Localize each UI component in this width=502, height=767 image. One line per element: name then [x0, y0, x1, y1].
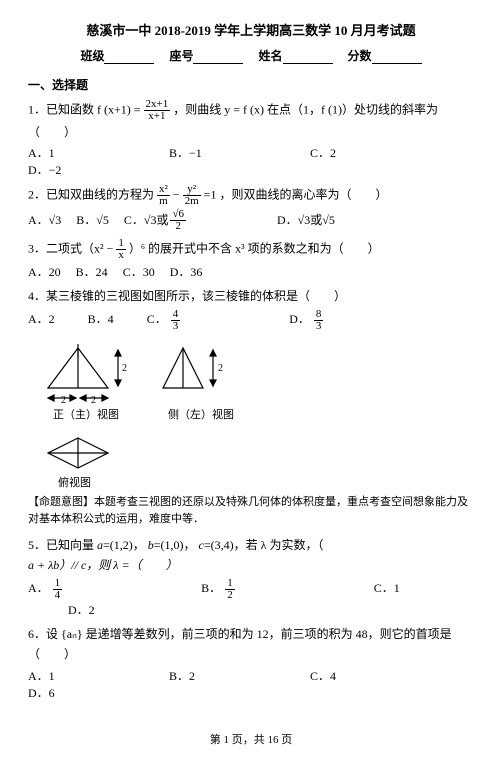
q3-opt-d: D．36: [170, 263, 203, 280]
q1-opt-d: D．−2: [28, 161, 61, 178]
q2-opt-b: B．√5: [76, 211, 109, 228]
score-label: 分数: [348, 49, 372, 63]
q5-stem-a: 5．已知向量: [28, 538, 97, 552]
q3-stem-b: ）⁶ 的展开式中不含 x³ 项的系数之和为（ ）: [129, 242, 380, 256]
class-label: 班级: [80, 49, 104, 63]
q5-opt-c: C．1: [374, 579, 400, 596]
q3-opt-a: A．20: [28, 263, 61, 280]
question-4: 4．某三棱锥的三视图如图所示，该三棱锥的体积是（ ）: [28, 286, 474, 306]
question-1: 1．已知函数 f (x+1) = 2x+1x+1 ，则曲线 y = f (x) …: [28, 99, 474, 142]
analysis-note: 【命题意图】本题考查三视图的还原以及特殊几何体的体积度量，重点考查空间想象能力及…: [28, 494, 474, 529]
q2-minus: −: [173, 188, 180, 202]
q3-opt-c: C．30: [123, 263, 155, 280]
q4-opt-d-frac: 83: [314, 309, 362, 332]
q4-opt-b: B．4: [88, 310, 114, 327]
q1-options: A．1 B．−1 C．2 D．−2: [28, 144, 474, 178]
q3-stem-a: 3．二项式（x² −: [28, 242, 116, 256]
q5-mid: a + λb）// c，则 λ =（ ）: [28, 558, 178, 572]
q1-stem-a: 1．已知函数: [28, 102, 97, 116]
q3-options: A．20 B．24 C．30 D．36: [28, 263, 474, 280]
q4-options: A．2 B．4 C．43 D．83: [28, 309, 474, 332]
exam-title: 慈溪市一中 2018-2019 学年上学期高三数学 10 月月考试题: [28, 20, 474, 39]
q6-options: A．1 B．2 C．4 D．6: [28, 667, 474, 701]
q5-options: A．14 B．12 C．1 D．2: [28, 578, 474, 618]
q2-opt-a: A．√3: [28, 211, 61, 228]
q2-eq: =1: [204, 188, 217, 202]
q2-opt-c: C．√3或: [124, 211, 169, 228]
question-5: 5．已知向量 a=(1,2)， b=(1,0)， c=(3,4)，若 λ 为实数…: [28, 535, 474, 576]
q1-lhs: f (x+1) =: [97, 102, 141, 116]
question-3: 3．二项式（x² − 1x ）⁶ 的展开式中不含 x³ 项的系数之和为（ ）: [28, 238, 474, 261]
q4-opt-a: A．2: [28, 310, 55, 327]
q5-opt-b-frac: 12: [225, 578, 273, 601]
question-2: 2．已知双曲线的方程为 x²m − y²2m =1 ，则双曲线的离心率为（ ）: [28, 184, 474, 207]
q6-opt-a: A．1: [28, 667, 128, 684]
q2-frac1: x²m: [157, 184, 170, 207]
q5-opt-a-frac: 14: [53, 578, 101, 601]
section-heading: 一、选择题: [28, 76, 474, 93]
q5-opt-a: A．: [28, 579, 49, 596]
q6-opt-d: D．6: [28, 684, 55, 701]
side-view-label: 侧（左）视图: [168, 407, 234, 421]
question-6: 6．设 {aₙ} 是递增等差数列，前三项的和为 12，前三项的积为 48，则它的…: [28, 624, 474, 665]
three-view-diagram: 2 2 2 正（主）视图 2 侧（左）视图 俯视图: [28, 338, 474, 488]
name-label: 姓名: [259, 49, 283, 63]
q4-opt-d: D．: [289, 310, 310, 327]
q4-opt-c: C．: [147, 310, 167, 327]
class-blank: [104, 51, 154, 64]
top-view-label: 俯视图: [58, 475, 91, 488]
q2-options: A．√3 B．√5 C．√3或√62 D．√3或√5: [28, 209, 474, 232]
q6-opt-b: B．2: [169, 667, 269, 684]
q6-opt-c: C．4: [310, 667, 410, 684]
page-footer: 第 1 页，共 16 页: [28, 731, 474, 747]
q3-opt-b: B．24: [76, 263, 108, 280]
score-blank: [372, 51, 422, 64]
q2-frac2: y²2m: [183, 184, 201, 207]
q1-frac: 2x+1x+1: [144, 99, 171, 122]
front-view-label: 正（主）视图: [53, 407, 119, 421]
q1-opt-c: C．2: [310, 144, 410, 161]
q3-frac: 1x: [116, 238, 126, 261]
name-blank: [283, 51, 333, 64]
svg-text:2: 2: [122, 363, 127, 374]
seat-blank: [193, 51, 243, 64]
q1-opt-b: B．−1: [169, 144, 269, 161]
svg-text:2: 2: [218, 363, 223, 374]
q2-opt-d: D．√3或√5: [277, 211, 335, 228]
q2-opt-c-frac: √62: [170, 209, 224, 232]
q5-opt-b: B．: [201, 579, 221, 596]
q2-stem-b: ，则双曲线的离心率为（ ）: [219, 188, 387, 202]
svg-text:2: 2: [91, 395, 96, 406]
q4-opt-c-frac: 43: [171, 309, 219, 332]
svg-text:2: 2: [61, 395, 66, 406]
q1-opt-a: A．1: [28, 144, 128, 161]
header-fields: 班级 座号 姓名 分数: [28, 47, 474, 64]
q5-opt-d: D．2: [68, 601, 95, 618]
q2-stem-a: 2．已知双曲线的方程为: [28, 188, 157, 202]
seat-label: 座号: [169, 49, 193, 63]
